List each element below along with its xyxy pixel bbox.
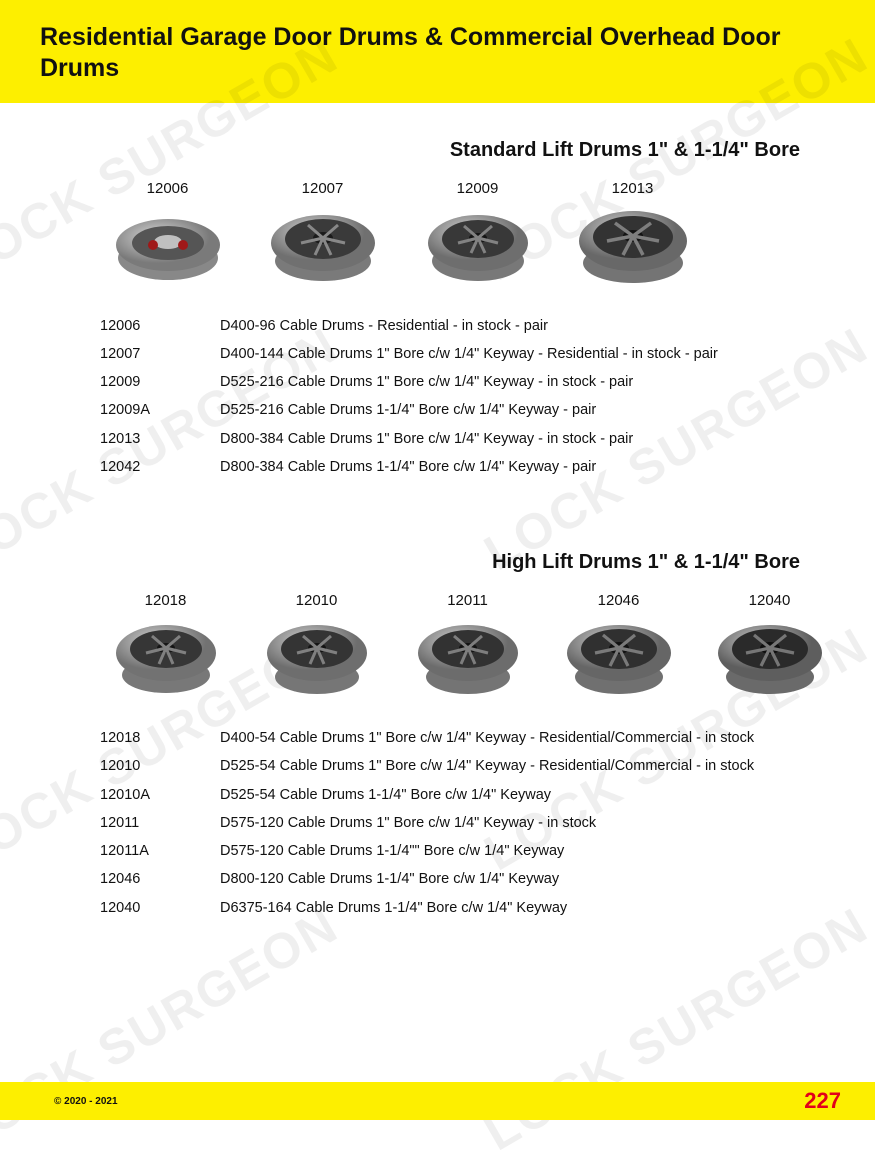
- spec-desc: D400-144 Cable Drums 1" Bore c/w 1/4" Ke…: [220, 340, 835, 368]
- spec-desc: D800-384 Cable Drums 1-1/4" Bore c/w 1/4…: [220, 453, 835, 481]
- drum-item: 12018: [100, 592, 231, 700]
- spec-row: 12018D400-54 Cable Drums 1" Bore c/w 1/4…: [100, 724, 835, 752]
- spec-list: 12018D400-54 Cable Drums 1" Bore c/w 1/4…: [40, 724, 835, 922]
- drum-code-label: 12046: [598, 592, 640, 609]
- spec-code: 12009A: [100, 396, 220, 424]
- spec-row: 12010D525-54 Cable Drums 1" Bore c/w 1/4…: [100, 752, 835, 780]
- spec-code: 12011: [100, 809, 220, 837]
- drum-item: 12006: [100, 180, 235, 288]
- drum-image-row: 12018 12010 12011 12046: [40, 592, 835, 700]
- section-title: Standard Lift Drums 1" & 1-1/4" Bore: [40, 139, 835, 162]
- drum-item: 12046: [553, 592, 684, 700]
- spec-row: 12009D525-216 Cable Drums 1" Bore c/w 1/…: [100, 368, 835, 396]
- spec-desc: D525-216 Cable Drums 1-1/4" Bore c/w 1/4…: [220, 396, 835, 424]
- page-number: 227: [804, 1088, 841, 1114]
- spec-code: 12010: [100, 752, 220, 780]
- spec-code: 12046: [100, 865, 220, 893]
- spec-row: 12010AD525-54 Cable Drums 1-1/4" Bore c/…: [100, 781, 835, 809]
- drum-image: [108, 203, 228, 288]
- drum-image: [573, 203, 693, 288]
- spec-desc: D6375-164 Cable Drums 1-1/4" Bore c/w 1/…: [220, 894, 835, 922]
- spec-desc: D575-120 Cable Drums 1-1/4"" Bore c/w 1/…: [220, 837, 835, 865]
- section-standard-lift: Standard Lift Drums 1" & 1-1/4" Bore 120…: [0, 139, 875, 482]
- drum-code-label: 12011: [447, 592, 488, 609]
- section-title: High Lift Drums 1" & 1-1/4" Bore: [40, 551, 835, 574]
- drum-image: [418, 203, 538, 288]
- drum-code-label: 12007: [302, 180, 344, 197]
- spec-code: 12018: [100, 724, 220, 752]
- drum-item: 12007: [255, 180, 390, 288]
- spec-code: 12011A: [100, 837, 220, 865]
- drum-code-label: 12013: [612, 180, 654, 197]
- drum-image: [106, 615, 226, 700]
- drum-image-row: 12006 12007 12009 12013: [40, 180, 835, 288]
- spec-desc: D800-120 Cable Drums 1-1/4" Bore c/w 1/4…: [220, 865, 835, 893]
- spec-code: 12040: [100, 894, 220, 922]
- drum-code-label: 12040: [749, 592, 791, 609]
- spec-desc: D525-216 Cable Drums 1" Bore c/w 1/4" Ke…: [220, 368, 835, 396]
- watermark: LOCK SURGEON: [474, 896, 875, 1162]
- copyright-text: © 2020 - 2021: [54, 1096, 118, 1107]
- spec-row: 12011AD575-120 Cable Drums 1-1/4"" Bore …: [100, 837, 835, 865]
- drum-item: 12010: [251, 592, 382, 700]
- drum-image: [559, 615, 679, 700]
- spec-desc: D525-54 Cable Drums 1" Bore c/w 1/4" Key…: [220, 752, 835, 780]
- spec-desc: D575-120 Cable Drums 1" Bore c/w 1/4" Ke…: [220, 809, 835, 837]
- spec-desc: D800-384 Cable Drums 1" Bore c/w 1/4" Ke…: [220, 425, 835, 453]
- spec-row: 12046D800-120 Cable Drums 1-1/4" Bore c/…: [100, 865, 835, 893]
- page-footer: © 2020 - 2021 227: [0, 1082, 875, 1120]
- drum-item: 12011: [402, 592, 533, 700]
- spec-desc: D525-54 Cable Drums 1-1/4" Bore c/w 1/4"…: [220, 781, 835, 809]
- spec-code: 12042: [100, 453, 220, 481]
- spec-code: 12006: [100, 312, 220, 340]
- drum-code-label: 12010: [296, 592, 338, 609]
- spec-code: 12010A: [100, 781, 220, 809]
- drum-code-label: 12006: [147, 180, 189, 197]
- drum-code-label: 12009: [457, 180, 499, 197]
- drum-image: [408, 615, 528, 700]
- spec-list: 12006D400-96 Cable Drums - Residential -…: [40, 312, 835, 482]
- spec-row: 12006D400-96 Cable Drums - Residential -…: [100, 312, 835, 340]
- spec-code: 12009: [100, 368, 220, 396]
- spec-desc: D400-54 Cable Drums 1" Bore c/w 1/4" Key…: [220, 724, 835, 752]
- drum-image: [710, 615, 830, 700]
- spec-code: 12007: [100, 340, 220, 368]
- spec-row: 12007D400-144 Cable Drums 1" Bore c/w 1/…: [100, 340, 835, 368]
- drum-item: 12040: [704, 592, 835, 700]
- drum-image: [263, 203, 383, 288]
- watermark: LOCK SURGEON: [0, 896, 348, 1162]
- spec-row: 12009AD525-216 Cable Drums 1-1/4" Bore c…: [100, 396, 835, 424]
- page-title: Residential Garage Door Drums & Commerci…: [40, 22, 845, 85]
- section-high-lift: High Lift Drums 1" & 1-1/4" Bore 12018 1…: [0, 551, 875, 922]
- spec-row: 12040D6375-164 Cable Drums 1-1/4" Bore c…: [100, 894, 835, 922]
- drum-item: 12013: [565, 180, 700, 288]
- drum-code-label: 12018: [145, 592, 187, 609]
- spec-code: 12013: [100, 425, 220, 453]
- page-header: Residential Garage Door Drums & Commerci…: [0, 0, 875, 103]
- spec-row: 12042D800-384 Cable Drums 1-1/4" Bore c/…: [100, 453, 835, 481]
- spec-desc: D400-96 Cable Drums - Residential - in s…: [220, 312, 835, 340]
- spec-row: 12013D800-384 Cable Drums 1" Bore c/w 1/…: [100, 425, 835, 453]
- spec-row: 12011D575-120 Cable Drums 1" Bore c/w 1/…: [100, 809, 835, 837]
- drum-item: 12009: [410, 180, 545, 288]
- drum-image: [257, 615, 377, 700]
